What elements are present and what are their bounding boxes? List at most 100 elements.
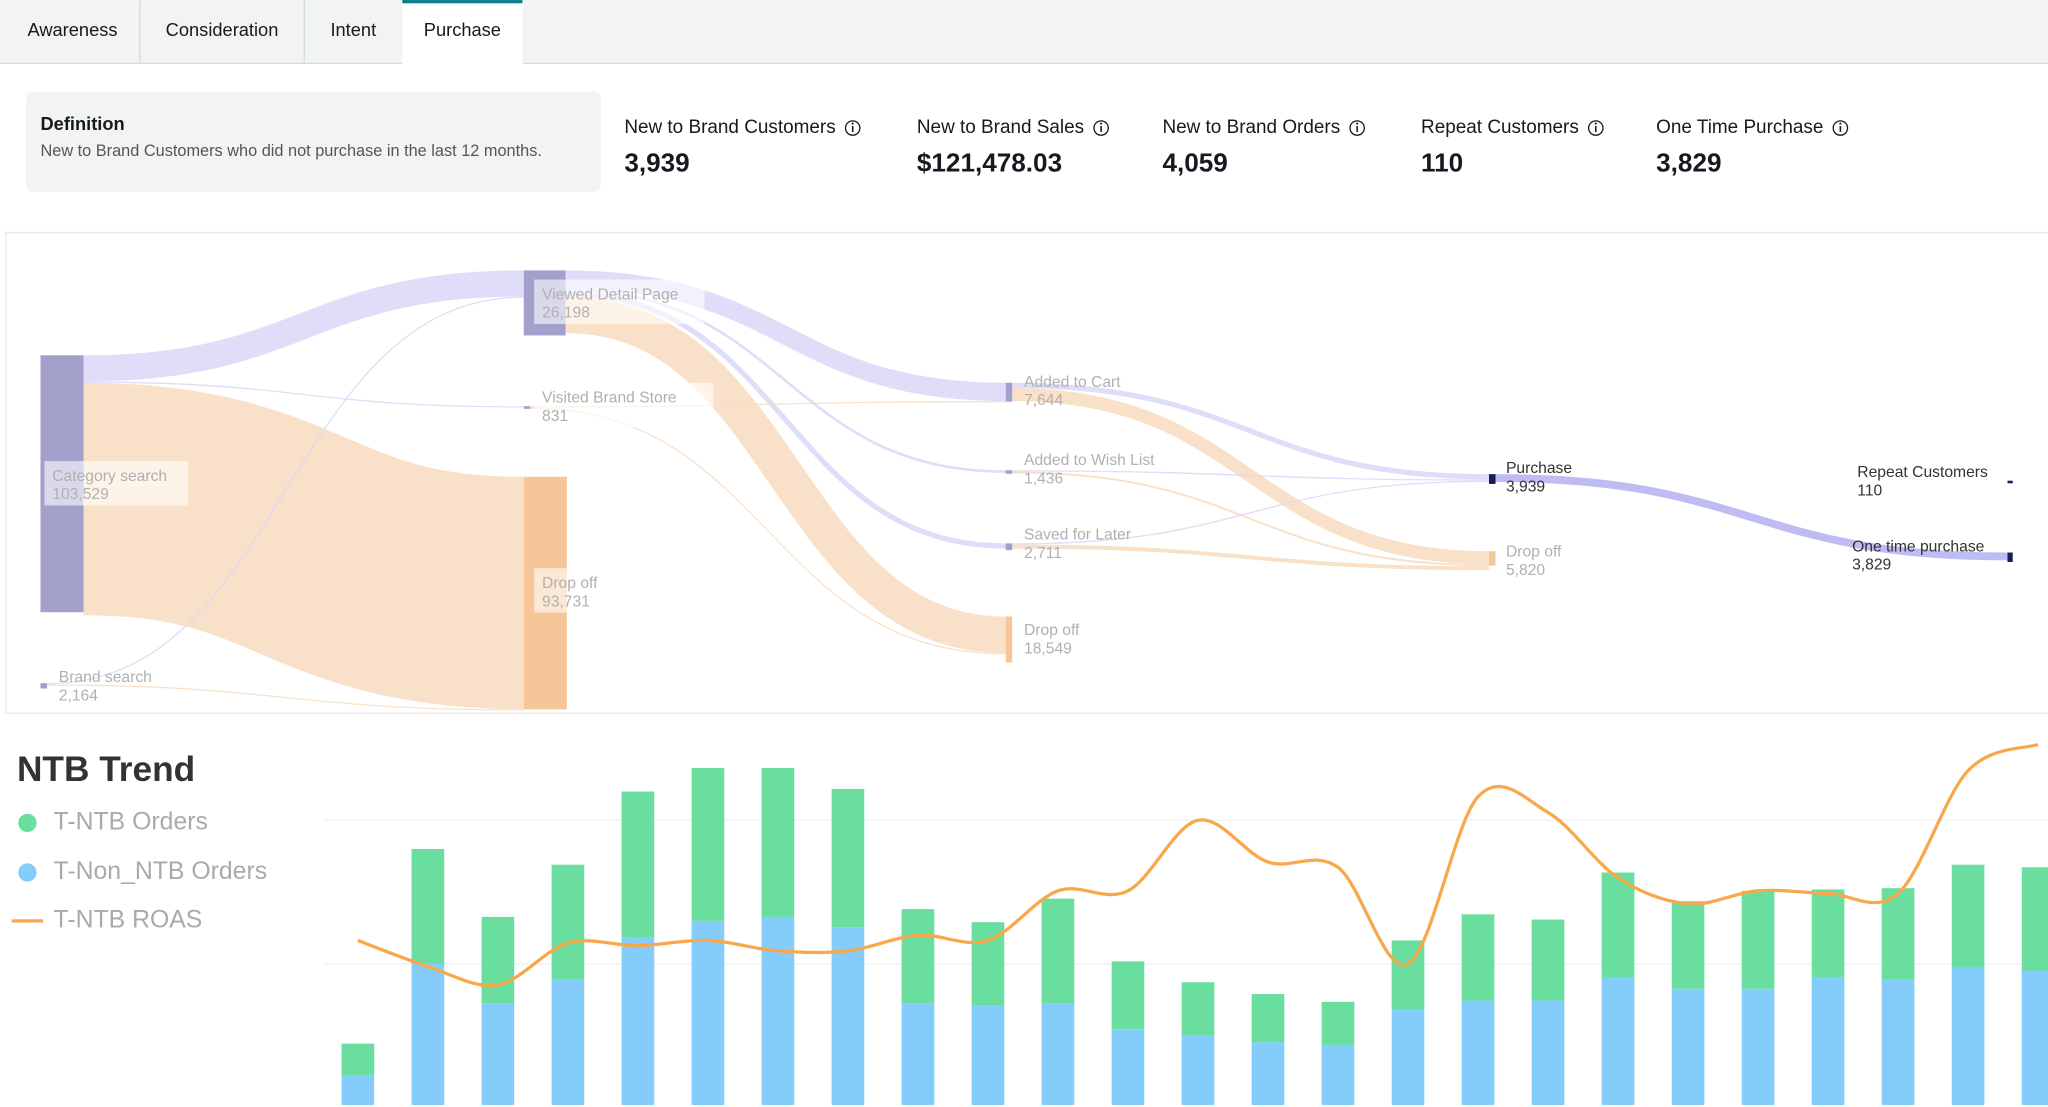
bar-segment bbox=[481, 916, 515, 1004]
info-icon[interactable] bbox=[844, 120, 861, 136]
tab-active-indicator bbox=[402, 0, 523, 4]
sankey-label-bg bbox=[1016, 615, 1098, 660]
sankey-label-bg bbox=[534, 382, 714, 428]
tab-label[interactable]: Consideration bbox=[166, 19, 279, 40]
definition-title: Definition bbox=[40, 113, 124, 134]
sankey-value: 110 bbox=[1857, 482, 1882, 499]
sankey-link bbox=[1012, 544, 1489, 571]
metric-label: One Time Purchase bbox=[1656, 117, 1823, 138]
bar-segment bbox=[551, 864, 585, 980]
bar-segment bbox=[1811, 977, 1845, 1106]
bar-segment bbox=[831, 927, 865, 1106]
tab[interactable]: Awareness bbox=[27, 19, 117, 40]
sankey-link bbox=[47, 684, 524, 711]
info-dot bbox=[1594, 122, 1597, 125]
tab-label[interactable]: Purchase bbox=[424, 19, 501, 40]
sankey-label: Visited Brand Store bbox=[542, 390, 677, 407]
tab[interactable]: Purchase bbox=[402, 0, 523, 65]
info-dot bbox=[851, 122, 854, 125]
definition-text: New to Brand Customers who did not purch… bbox=[40, 142, 541, 160]
bar-segment bbox=[1601, 977, 1635, 1106]
sankey-label: Added to Cart bbox=[1024, 374, 1121, 391]
definition-box bbox=[26, 91, 601, 193]
metric-label: New to Brand Customers bbox=[624, 117, 835, 138]
legend-item[interactable]: T-NTB Orders bbox=[18, 808, 208, 835]
sankey-value: 1,436 bbox=[1024, 471, 1063, 488]
sankey-node bbox=[1005, 382, 1013, 402]
sankey-label: Purchase bbox=[1506, 460, 1572, 477]
sankey-node bbox=[523, 406, 531, 409]
sankey-link bbox=[565, 296, 1007, 654]
bar-segment bbox=[1461, 1000, 1495, 1106]
bar-segment bbox=[1671, 988, 1705, 1106]
bar-segment bbox=[761, 768, 795, 917]
bar-segment bbox=[341, 1043, 375, 1075]
sankey-label-bg bbox=[44, 461, 189, 506]
bar-segment bbox=[1321, 1001, 1355, 1045]
sankey-node bbox=[1005, 470, 1013, 474]
bar-segment bbox=[1251, 993, 1285, 1043]
metric-label: Repeat Customers bbox=[1421, 117, 1579, 138]
tab-label[interactable]: Awareness bbox=[27, 19, 117, 40]
sankey-value: 26,198 bbox=[542, 305, 590, 322]
legend-label: T-NTB ROAS bbox=[54, 906, 203, 933]
bar-segment bbox=[1951, 864, 1985, 968]
info-icon[interactable] bbox=[1349, 120, 1365, 136]
tab-label[interactable]: Intent bbox=[330, 19, 376, 40]
sankey-frame bbox=[5, 231, 2048, 714]
bar-segment bbox=[1181, 1035, 1215, 1106]
sankey-label: Drop off bbox=[542, 575, 598, 592]
sankey-label: Repeat Customers bbox=[1857, 464, 1988, 481]
legend-swatch bbox=[18, 813, 37, 833]
sankey-node bbox=[2007, 480, 2013, 484]
bar-segment bbox=[621, 937, 655, 1106]
info-icon[interactable] bbox=[1093, 120, 1109, 136]
bar-segment bbox=[411, 849, 445, 964]
bar-segment bbox=[1251, 1042, 1285, 1106]
bar-segment bbox=[621, 791, 655, 938]
legend-item[interactable]: T-Non_NTB Orders bbox=[18, 858, 267, 885]
bar-segment bbox=[1671, 901, 1705, 989]
info-circle bbox=[1093, 120, 1109, 136]
sankey-link bbox=[1012, 480, 1489, 545]
bar-segment bbox=[481, 1003, 515, 1106]
bar-segment bbox=[831, 788, 865, 928]
bar-segment bbox=[1041, 898, 1075, 1004]
sankey-node bbox=[1005, 616, 1013, 663]
sankey-node bbox=[1488, 474, 1496, 484]
info-circle bbox=[1587, 120, 1604, 136]
sankey-link bbox=[1012, 382, 1489, 480]
sankey-link bbox=[83, 270, 524, 382]
trend-chart: NTB Trend T-NTB Orders T-Non_NTB Orders T-N… bbox=[0, 715, 2048, 1107]
bar-segment bbox=[691, 920, 725, 1106]
bar-segment bbox=[1531, 919, 1565, 1001]
tab[interactable]: Consideration bbox=[139, 0, 279, 63]
metric-value: $121,478.03 bbox=[917, 148, 1062, 178]
sankey-link bbox=[83, 381, 524, 408]
info-circle bbox=[1832, 120, 1849, 136]
metric-label: New to Brand Orders bbox=[1162, 117, 1340, 138]
sankey-value: 3,829 bbox=[1852, 557, 1891, 574]
sankey-label: Viewed Detail Page bbox=[542, 286, 679, 303]
info-icon[interactable] bbox=[1587, 120, 1604, 136]
bar-segment bbox=[1461, 914, 1495, 1001]
bar-segment bbox=[1741, 988, 1775, 1106]
bar-segment bbox=[761, 916, 795, 1106]
legend-item[interactable]: T-NTB ROAS bbox=[11, 906, 203, 933]
bar-segment bbox=[1951, 967, 1985, 1106]
info-icon[interactable] bbox=[1832, 120, 1849, 136]
sankey-value: 2,711 bbox=[1024, 545, 1062, 562]
sankey-link bbox=[1012, 470, 1489, 481]
tab[interactable]: Intent bbox=[303, 0, 376, 63]
sankey-value: 3,939 bbox=[1506, 478, 1545, 495]
bar-segment bbox=[1881, 979, 1915, 1106]
bar-segment bbox=[901, 909, 935, 1004]
bar-segment bbox=[1741, 890, 1775, 989]
metric-value: 3,829 bbox=[1656, 148, 1721, 178]
sankey-link bbox=[1012, 471, 1489, 567]
bar-segment bbox=[901, 1003, 935, 1106]
sankey-node bbox=[1005, 543, 1013, 551]
